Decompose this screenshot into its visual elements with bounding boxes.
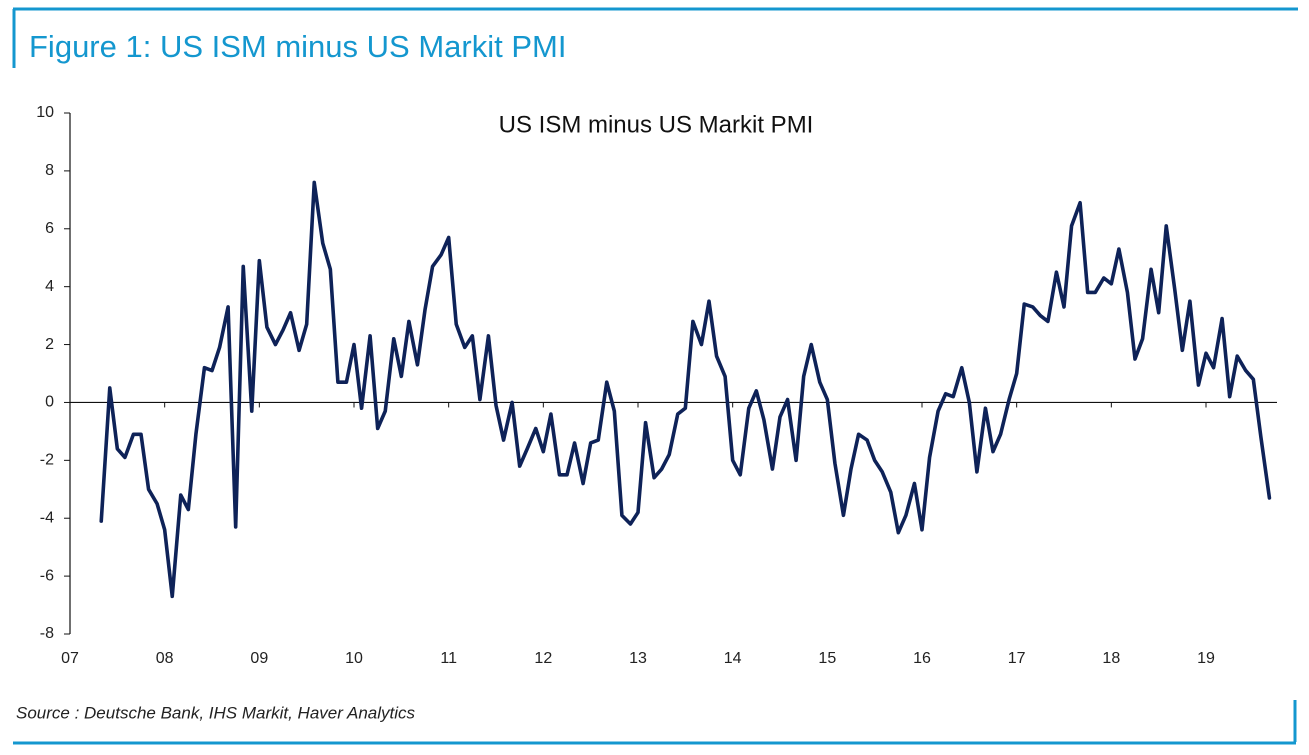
y-tick-label: -6 bbox=[40, 567, 54, 584]
y-tick-label: 8 bbox=[45, 162, 54, 179]
source-note: Source : Deutsche Bank, IHS Markit, Have… bbox=[16, 703, 416, 722]
y-tick-label: 6 bbox=[45, 220, 54, 237]
x-tick-label: 07 bbox=[61, 650, 79, 667]
y-tick-label: 10 bbox=[36, 104, 54, 121]
y-tick-label: 0 bbox=[45, 394, 54, 411]
x-tick-label: 17 bbox=[1008, 650, 1026, 667]
x-tick-label: 08 bbox=[156, 650, 174, 667]
y-tick-label: 4 bbox=[45, 278, 54, 295]
x-tick-label: 09 bbox=[250, 650, 268, 667]
y-tick-label: -4 bbox=[40, 509, 54, 526]
chart-title: US ISM minus US Markit PMI bbox=[499, 111, 814, 138]
x-tick-label: 16 bbox=[913, 650, 931, 667]
y-tick-label: -2 bbox=[40, 452, 54, 469]
y-tick-label: -8 bbox=[40, 625, 54, 642]
x-tick-label: 15 bbox=[818, 650, 836, 667]
data-line bbox=[99, 180, 1272, 599]
x-tick-label: 19 bbox=[1197, 650, 1215, 667]
x-tick-label: 14 bbox=[724, 650, 742, 667]
x-tick-label: 18 bbox=[1102, 650, 1120, 667]
x-tick-label: 10 bbox=[345, 650, 363, 667]
x-tick-label: 11 bbox=[440, 650, 457, 667]
y-tick-label: 2 bbox=[45, 336, 54, 353]
x-tick-label: 12 bbox=[534, 650, 552, 667]
x-tick-label: 13 bbox=[629, 650, 647, 667]
figure-title: Figure 1: US ISM minus US Markit PMI bbox=[29, 29, 566, 64]
